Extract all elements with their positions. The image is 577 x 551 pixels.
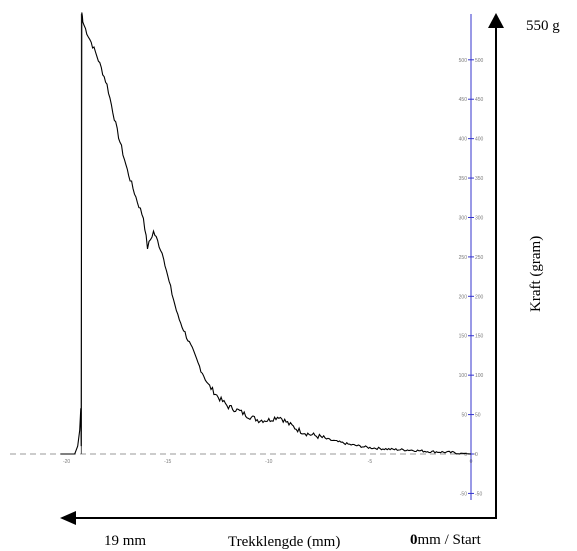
max-force-annotation: 550 g	[526, 18, 560, 34]
y-tick-label: 300	[475, 215, 484, 221]
x-ticks: -20 -15 -10 -5 0	[63, 459, 473, 465]
start-text: mm / Start	[417, 532, 481, 548]
x-tick-label: 0	[470, 459, 473, 465]
y-tick-label: 0	[464, 452, 467, 458]
y-tick-label: -50	[460, 491, 467, 497]
y-tick-label: 350	[459, 176, 468, 182]
y-tick-label: 150	[459, 334, 468, 340]
y-axis-title: Kraft (gram)	[528, 235, 544, 312]
start-zero: 0	[410, 532, 418, 548]
x-direction-arrow	[72, 470, 497, 519]
x-tick-label: -5	[368, 459, 373, 465]
y-tick-label: 400	[459, 137, 468, 143]
y-tick-label: 200	[459, 294, 468, 300]
y-tick-label: 450	[475, 97, 484, 103]
length-annotation: 19 mm	[104, 533, 147, 549]
y-tick-label: 200	[475, 294, 484, 300]
y-tick-label: 450	[459, 97, 468, 103]
y-tick-label: 300	[459, 215, 468, 221]
y-tick-label: 50	[461, 413, 467, 419]
y-tick-label: 100	[475, 373, 484, 379]
y-tick-label: 250	[475, 255, 484, 261]
y-tick-label: -50	[475, 491, 482, 497]
y-tick-label: 500	[459, 58, 468, 64]
series-line-force	[60, 12, 472, 455]
y-tick-label: 250	[459, 255, 468, 261]
arrow-head-up	[488, 13, 504, 28]
start-annotation: 0mm / Start	[410, 532, 481, 549]
y-tick-label: 100	[459, 373, 468, 379]
y-tick-label: 350	[475, 176, 484, 182]
x-tick-label: -15	[164, 459, 171, 465]
y-tick-label: 0	[475, 452, 478, 458]
y-tick-label: 400	[475, 137, 484, 143]
y-tick-label: 150	[475, 334, 484, 340]
y-tick-label: 50	[475, 413, 481, 419]
x-axis-title: Trekklengde (mm)	[228, 534, 341, 550]
y-tick-label: 500	[475, 58, 484, 64]
arrow-head-left	[60, 511, 76, 525]
x-tick-label: -10	[265, 459, 272, 465]
x-tick-label: -20	[63, 459, 70, 465]
